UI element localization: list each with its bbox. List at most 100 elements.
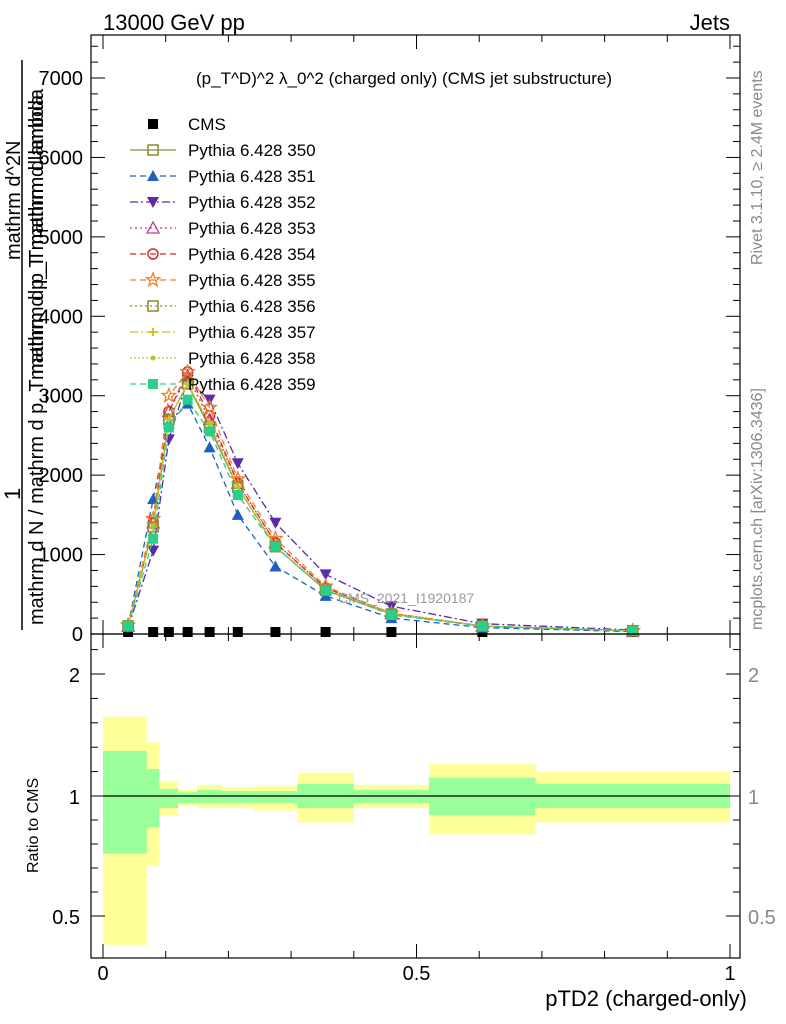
y-tick-label: 1000 bbox=[39, 545, 84, 567]
ratio-band-inner bbox=[222, 791, 254, 804]
y-label-denominator: mathrm d N / mathrm d p_T mathrm d p_T m… bbox=[26, 88, 48, 625]
y-tick-label: 2000 bbox=[39, 465, 84, 487]
ratio-y-axis-label: Ratio to CMS bbox=[25, 778, 42, 873]
data-point bbox=[270, 541, 281, 552]
energy-label: 13000 GeV pp bbox=[103, 10, 245, 35]
data-point bbox=[166, 417, 172, 423]
y-tick-label: 6000 bbox=[39, 147, 84, 169]
data-point bbox=[179, 363, 197, 379]
ratio-band-inner bbox=[103, 750, 147, 854]
data-point bbox=[232, 627, 243, 637]
y-label-overlay-a: mathrm d^2N bbox=[3, 141, 25, 260]
legend-marker bbox=[148, 379, 158, 389]
main-y-axis-label: 1 mathrm d N / mathrm d p_T mathrm d p_T… bbox=[0, 60, 48, 630]
category-label: Jets bbox=[690, 10, 730, 35]
data-point bbox=[123, 621, 134, 632]
legend-label: Pythia 6.428 352 bbox=[188, 193, 316, 212]
data-point bbox=[203, 441, 216, 453]
data-point bbox=[235, 484, 241, 490]
series-line bbox=[127, 382, 633, 632]
side-mcplots-label: mcplots.cern.ch [arXiv:1306.3436] bbox=[749, 388, 766, 630]
data-point bbox=[204, 627, 215, 637]
legend-label: Pythia 6.428 358 bbox=[188, 349, 316, 368]
data-point bbox=[185, 381, 191, 387]
ratio-band-inner bbox=[178, 792, 198, 804]
legend-label: CMS bbox=[188, 115, 226, 134]
legend-label: Pythia 6.428 356 bbox=[188, 297, 316, 316]
y-label-numerator-one: 1 bbox=[0, 488, 25, 500]
data-point bbox=[148, 533, 159, 544]
data-point bbox=[269, 517, 282, 529]
data-point bbox=[147, 521, 159, 533]
data-point bbox=[320, 585, 331, 596]
side-rivet-label: Rivet 3.1.10, ≥ 2.4M events bbox=[749, 70, 766, 265]
plot-title: (p_T^D)^2 λ_0^2 (charged only) (CMS jet … bbox=[196, 69, 612, 88]
legend-label: Pythia 6.428 355 bbox=[188, 271, 316, 290]
data-point bbox=[207, 421, 213, 427]
x-tick-label: 0.5 bbox=[403, 963, 431, 985]
legend-marker bbox=[150, 355, 156, 361]
data-point bbox=[182, 394, 193, 405]
data-point bbox=[182, 627, 193, 637]
data-point bbox=[386, 609, 397, 620]
legend-marker bbox=[147, 248, 159, 260]
data-point bbox=[201, 398, 218, 415]
legend-label: Pythia 6.428 359 bbox=[188, 375, 316, 394]
ratio-band-inner bbox=[146, 769, 160, 828]
y-tick-label: 3000 bbox=[39, 386, 84, 408]
legend-label: Pythia 6.428 350 bbox=[188, 141, 316, 160]
data-point bbox=[269, 560, 282, 572]
data-point bbox=[627, 625, 638, 636]
data-point bbox=[204, 426, 215, 437]
y-tick-label: 0 bbox=[72, 624, 83, 646]
data-point bbox=[319, 569, 332, 581]
legend-marker bbox=[147, 197, 159, 208]
ratio-y-tick-label-right: 1 bbox=[748, 787, 759, 809]
legend: CMS Pythia 6.428 350 Pythia 6.428 351 Pythi… bbox=[130, 115, 316, 394]
y-label-overlay-b: mathrm d p_T mathrm d lambda bbox=[26, 94, 48, 380]
data-point bbox=[160, 386, 178, 403]
data-point bbox=[320, 627, 331, 637]
y-tick-label: 7000 bbox=[39, 68, 84, 90]
main-plot-panel: 0 1000 2000 3000 4000 5000 6000 7000 CMS_2021_I… bbox=[39, 34, 741, 646]
data-point bbox=[477, 621, 488, 632]
ratio-plot-panel: 0.5 0.5 1 1 2 2 0 0.5 1 Ratio to CMS pTD2 (charg… bbox=[25, 633, 776, 1011]
legend-label: Pythia 6.428 353 bbox=[188, 219, 316, 238]
ratio-axis-ticks: 0.5 0.5 1 1 2 2 0 0.5 1 bbox=[52, 634, 776, 985]
data-point bbox=[270, 627, 281, 637]
y-tick-label: 5000 bbox=[39, 227, 84, 249]
legend-marker bbox=[144, 271, 162, 288]
ratio-bands bbox=[103, 716, 730, 945]
main-axis-ticks: 0 1000 2000 3000 4000 5000 6000 7000 bbox=[39, 35, 740, 646]
ratio-y-tick-label-right: 0.5 bbox=[748, 907, 776, 929]
legend-label: Pythia 6.428 354 bbox=[188, 245, 316, 264]
legend-marker bbox=[148, 119, 158, 129]
ratio-y-tick-label: 1 bbox=[69, 787, 80, 809]
data-point bbox=[181, 378, 194, 390]
legend-marker bbox=[145, 220, 161, 234]
x-tick-label: 1 bbox=[724, 963, 735, 985]
data-point bbox=[163, 627, 174, 637]
x-axis-label: pTD2 (charged-only) bbox=[545, 986, 747, 1011]
data-point bbox=[231, 458, 244, 470]
legend-marker bbox=[147, 170, 159, 181]
legend-marker bbox=[147, 144, 159, 156]
data-point bbox=[147, 492, 160, 504]
ratio-y-tick-label: 2 bbox=[69, 665, 80, 687]
legend-label: Pythia 6.428 351 bbox=[188, 167, 316, 186]
legend-marker bbox=[149, 328, 157, 336]
y-tick-label: 4000 bbox=[39, 306, 84, 328]
ratio-y-tick-label-right: 2 bbox=[748, 665, 759, 687]
legend-label: Pythia 6.428 357 bbox=[188, 323, 316, 342]
main-series-group bbox=[119, 363, 642, 638]
ratio-frame bbox=[90, 633, 741, 959]
data-point bbox=[232, 490, 243, 500]
x-tick-label: 0 bbox=[97, 963, 108, 985]
series-359 bbox=[123, 394, 638, 636]
data-point bbox=[148, 627, 159, 637]
legend-marker bbox=[147, 300, 159, 312]
ratio-band-inner bbox=[159, 788, 179, 808]
data-point bbox=[163, 422, 174, 433]
ratio-band-inner bbox=[253, 791, 298, 804]
